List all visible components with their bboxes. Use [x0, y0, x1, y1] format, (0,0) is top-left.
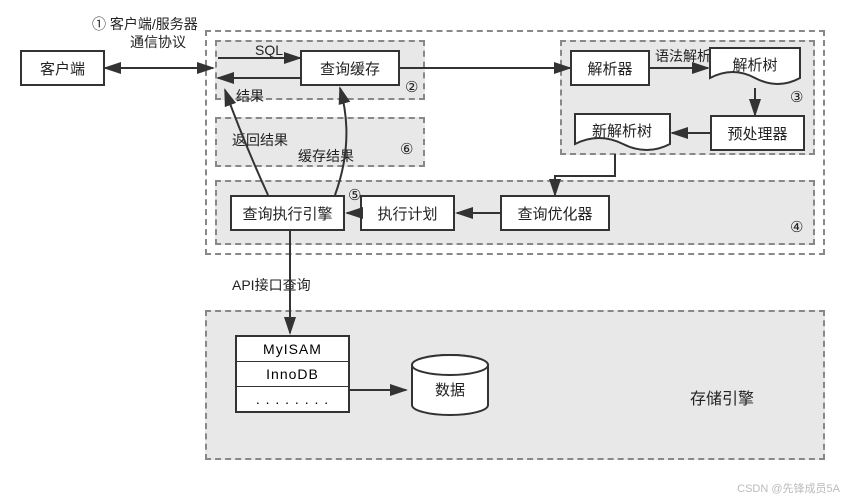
label-num-3: ③ — [790, 88, 803, 106]
engine-innodb: InnoDB — [237, 362, 348, 387]
node-client: 客户端 — [20, 50, 105, 86]
node-exec-plan: 执行计划 — [360, 195, 455, 231]
engine-myisam: MyISAM — [237, 337, 348, 362]
label-num-4: ④ — [790, 218, 803, 236]
node-exec-engine: 查询执行引擎 — [230, 195, 345, 231]
label-num-2: ② — [405, 78, 418, 96]
label-api: API接口查询 — [232, 275, 311, 295]
label-comm-1: ① 客户端/服务器 — [92, 14, 198, 34]
label-storage-engine: 存储引擎 — [690, 385, 754, 409]
node-preprocessor: 预处理器 — [710, 115, 805, 151]
label-sql: SQL — [255, 42, 283, 58]
label-num-6: ⑥ — [400, 140, 413, 158]
watermark: CSDN @先锋成员5A — [737, 480, 840, 496]
storage-engines-list: MyISAM InnoDB . . . . . . . . — [235, 335, 350, 413]
engine-ellipsis: . . . . . . . . — [237, 387, 348, 411]
label-return-result: 返回结果 — [232, 130, 288, 150]
label-result: 结果 — [236, 86, 264, 106]
label-syntax: 语法解析 — [655, 46, 711, 66]
node-optimizer: 查询优化器 — [500, 195, 610, 231]
node-parser: 解析器 — [570, 50, 650, 86]
label-cache-result: 缓存结果 — [298, 146, 354, 166]
node-query-cache: 查询缓存 — [300, 50, 400, 86]
label-comm-2: 通信协议 — [130, 32, 186, 52]
label-num-5: ⑤ — [348, 186, 361, 204]
